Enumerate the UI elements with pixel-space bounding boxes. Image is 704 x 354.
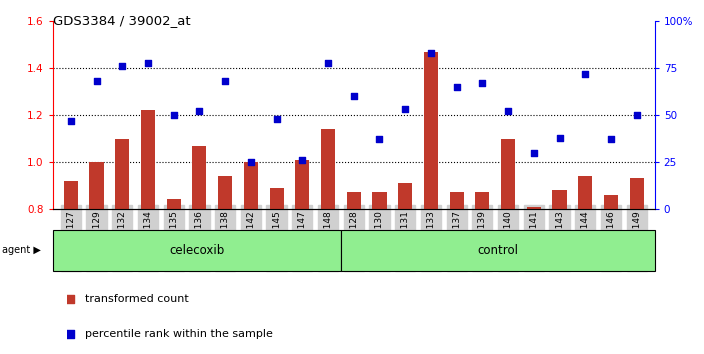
Point	[142, 60, 153, 65]
Point	[631, 112, 642, 118]
Point	[117, 63, 128, 69]
Bar	[450, 193, 464, 209]
Bar	[372, 193, 386, 209]
Point	[322, 60, 334, 65]
Bar	[604, 195, 618, 209]
Bar	[527, 206, 541, 209]
Text: percentile rank within the sample: percentile rank within the sample	[85, 329, 273, 339]
Point	[296, 157, 308, 163]
Text: GDS3384 / 39002_at: GDS3384 / 39002_at	[53, 14, 190, 27]
FancyBboxPatch shape	[341, 230, 655, 271]
Point	[65, 118, 77, 124]
Point	[168, 112, 180, 118]
Point	[271, 116, 282, 122]
Text: control: control	[477, 244, 518, 257]
Point	[194, 108, 205, 114]
Point	[400, 107, 411, 112]
FancyBboxPatch shape	[53, 230, 341, 271]
Point	[245, 159, 256, 165]
Bar	[89, 162, 103, 209]
Point	[579, 71, 591, 76]
Bar	[398, 183, 413, 209]
Point	[374, 137, 385, 142]
Bar	[141, 110, 155, 209]
Point	[528, 150, 539, 155]
Bar	[115, 138, 130, 209]
Bar	[475, 193, 489, 209]
Point	[348, 93, 359, 99]
Point	[220, 79, 231, 84]
Point	[554, 135, 565, 141]
Point	[477, 80, 488, 86]
Point	[605, 137, 617, 142]
Bar	[167, 200, 181, 209]
Bar	[553, 190, 567, 209]
Bar	[218, 176, 232, 209]
Point	[503, 108, 514, 114]
Bar	[64, 181, 78, 209]
Point	[425, 50, 436, 56]
Point	[91, 79, 102, 84]
Bar	[578, 176, 592, 209]
Bar	[501, 138, 515, 209]
Text: celecoxib: celecoxib	[169, 244, 225, 257]
Text: agent ▶: agent ▶	[2, 245, 41, 256]
Point	[451, 84, 463, 90]
Text: transformed count: transformed count	[85, 294, 189, 304]
Point	[275, 196, 286, 202]
Bar	[192, 145, 206, 209]
Bar	[295, 160, 309, 209]
Bar	[346, 193, 361, 209]
Bar	[424, 52, 438, 209]
Bar	[270, 188, 284, 209]
Bar	[321, 129, 335, 209]
Bar	[244, 162, 258, 209]
Bar	[629, 178, 643, 209]
